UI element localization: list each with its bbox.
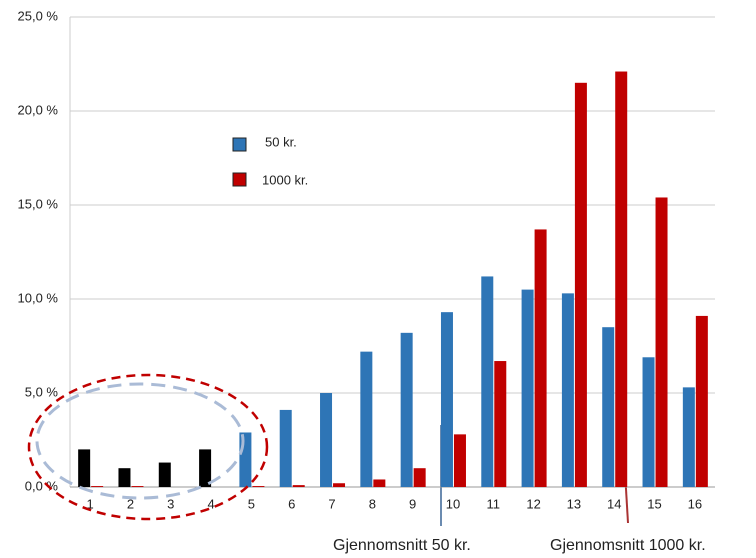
bar [574,82,587,488]
bar [118,468,131,487]
bar [602,327,615,487]
bar [413,468,426,487]
bar [494,361,507,487]
bar [400,332,413,487]
bar [239,432,252,487]
y-tick-label: 0,0 % [25,478,59,493]
bar [481,276,494,487]
legend-label: 50 kr. [265,134,297,149]
x-tick-label: 16 [688,496,702,511]
y-tick-label: 10,0 % [18,290,59,305]
x-tick-label: 10 [446,496,460,511]
x-tick-label: 13 [567,496,581,511]
bar [333,483,346,487]
bar [320,393,333,487]
bar [615,71,628,488]
x-tick-label: 8 [369,496,376,511]
bar [521,289,534,487]
bar [279,409,292,487]
bar [158,462,171,487]
bar [534,229,547,487]
bar [373,479,386,487]
bar [682,387,695,487]
highlight-ellipse [27,373,269,521]
x-tick-label: 9 [409,496,416,511]
bar [453,434,466,487]
x-tick-label: 12 [526,496,540,511]
bar [642,357,655,487]
legend-label: 1000 kr. [262,172,308,187]
x-tick-label: 2 [127,496,134,511]
legend-swatch [232,172,247,187]
bar [360,351,373,487]
x-tick-label: 15 [647,496,661,511]
bar [78,449,91,487]
x-tick-label: 7 [328,496,335,511]
x-tick-label: 6 [288,496,295,511]
bar [292,485,305,487]
x-tick-label: 5 [248,496,255,511]
x-tick-label: 14 [607,496,621,511]
x-tick-label: 4 [207,496,214,511]
legend-swatch [232,137,247,152]
annotation: Gjennomsnitt 50 kr. [333,537,471,554]
y-tick-label: 15,0 % [18,196,59,211]
x-tick-label: 1 [87,496,94,511]
highlight-ellipse [35,382,245,500]
bar [655,197,668,488]
x-tick-label: 11 [487,496,501,511]
bar [131,486,144,487]
x-tick-label: 3 [167,496,174,511]
bar [695,315,708,487]
bar [252,486,265,487]
y-tick-label: 20,0 % [18,102,59,117]
bar [199,449,212,487]
annotation: Gjennomsnitt 1000 kr. [550,537,706,554]
bar [440,312,453,487]
bar [561,293,574,487]
bar [91,486,104,487]
y-tick-label: 25,0 % [18,8,59,23]
y-tick-label: 5,0 % [25,384,59,399]
